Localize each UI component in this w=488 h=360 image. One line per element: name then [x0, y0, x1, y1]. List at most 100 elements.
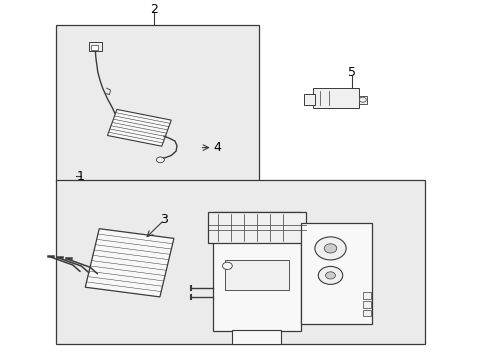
Point: [165, 51, 173, 57]
Point: [91, 123, 99, 129]
Point: [309, 295, 317, 301]
Point: [358, 332, 366, 337]
Point: [240, 149, 247, 155]
Point: [87, 206, 95, 212]
Point: [223, 96, 230, 102]
Point: [159, 60, 166, 66]
Point: [163, 67, 170, 72]
Point: [145, 195, 153, 201]
Point: [399, 263, 407, 269]
Point: [214, 198, 222, 203]
Point: [61, 175, 69, 181]
Point: [84, 263, 92, 269]
Point: [104, 97, 112, 103]
Point: [397, 314, 405, 319]
Point: [60, 156, 67, 162]
Point: [207, 32, 215, 37]
Point: [267, 242, 275, 248]
Point: [348, 306, 356, 312]
Point: [249, 39, 257, 45]
Point: [285, 260, 293, 266]
Point: [110, 276, 118, 282]
Point: [387, 327, 395, 333]
Point: [280, 332, 288, 338]
Point: [185, 159, 193, 165]
Point: [159, 213, 166, 219]
Point: [167, 165, 175, 171]
Point: [118, 169, 126, 175]
Point: [349, 216, 357, 222]
Point: [220, 146, 228, 152]
Point: [82, 335, 90, 341]
Point: [227, 223, 235, 229]
Point: [310, 298, 318, 303]
Point: [160, 150, 167, 156]
Point: [87, 259, 95, 265]
Point: [243, 158, 251, 163]
Point: [105, 210, 113, 216]
Point: [152, 156, 160, 162]
Point: [291, 304, 299, 310]
Point: [207, 88, 215, 94]
Bar: [56, 180, 425, 344]
Point: [188, 191, 196, 197]
Point: [175, 54, 183, 59]
Point: [68, 193, 76, 198]
Point: [74, 327, 81, 333]
Point: [240, 134, 248, 139]
Point: [344, 190, 351, 196]
Point: [364, 234, 371, 239]
Point: [262, 199, 270, 205]
Point: [99, 63, 107, 68]
Point: [131, 79, 139, 85]
Point: [306, 248, 314, 254]
Point: [164, 296, 172, 301]
Point: [110, 208, 118, 213]
Point: [188, 80, 196, 86]
Point: [264, 188, 272, 194]
Point: [157, 116, 165, 122]
Point: [113, 234, 121, 239]
Point: [168, 246, 176, 252]
Point: [288, 234, 296, 239]
Point: [86, 168, 94, 174]
Point: [131, 96, 139, 102]
Point: [178, 336, 185, 342]
Point: [101, 207, 109, 213]
Point: [136, 296, 144, 302]
Point: [185, 279, 193, 285]
Point: [327, 328, 335, 334]
Point: [335, 255, 343, 261]
Point: [338, 228, 346, 234]
Point: [156, 75, 163, 80]
Point: [57, 200, 65, 206]
Point: [142, 257, 150, 262]
Point: [212, 159, 220, 165]
Point: [392, 210, 400, 216]
Point: [331, 188, 339, 194]
Point: [170, 48, 178, 53]
Point: [234, 26, 242, 32]
Point: [196, 306, 204, 311]
Circle shape: [156, 157, 164, 163]
Point: [69, 274, 77, 279]
Point: [257, 243, 264, 249]
Point: [185, 230, 193, 236]
Point: [402, 320, 409, 325]
Point: [111, 62, 119, 67]
Point: [192, 241, 200, 247]
Point: [184, 161, 192, 166]
Point: [116, 302, 124, 307]
Point: [154, 41, 162, 47]
Point: [356, 306, 364, 312]
Point: [291, 319, 299, 325]
Bar: [56, 25, 259, 182]
Point: [109, 196, 117, 202]
Point: [123, 256, 131, 262]
Point: [80, 138, 87, 144]
Text: 5: 5: [347, 66, 355, 78]
Point: [245, 26, 253, 32]
Circle shape: [222, 262, 232, 269]
Point: [109, 324, 117, 329]
Point: [148, 244, 156, 249]
